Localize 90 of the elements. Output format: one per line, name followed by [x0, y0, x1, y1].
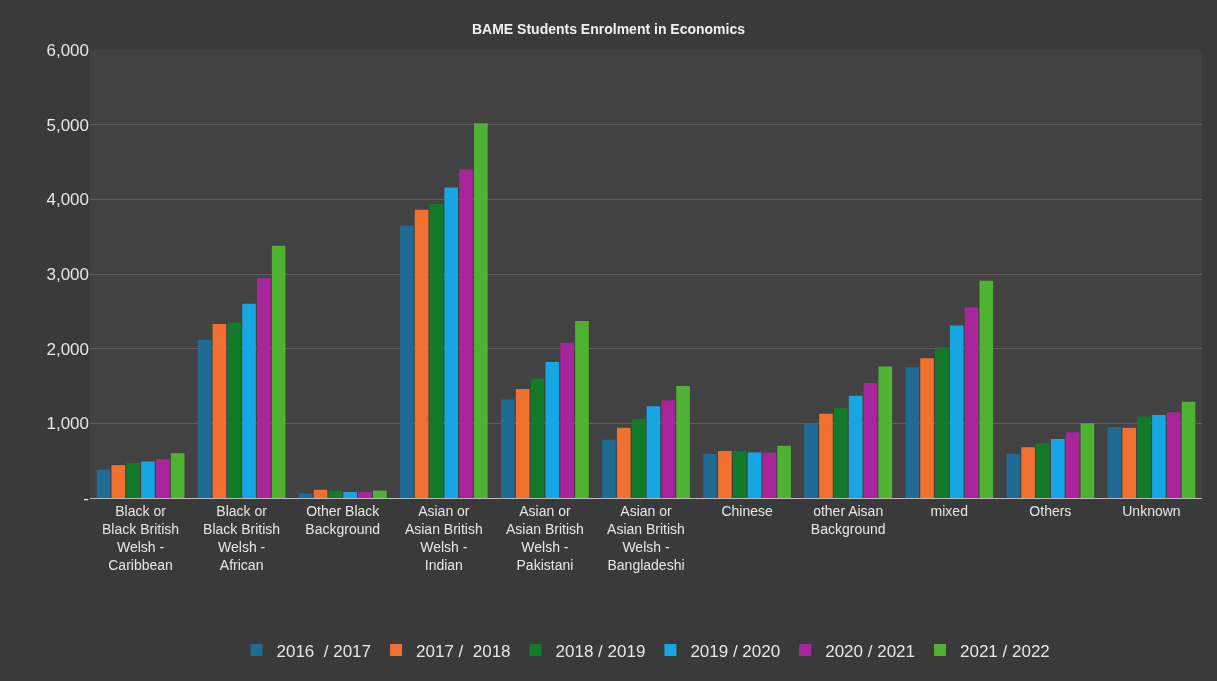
bar: [661, 400, 676, 498]
chart-title: BAME Students Enrolment in Economics: [471, 20, 746, 37]
bar: [227, 322, 242, 498]
bar: [271, 245, 286, 498]
bar: [819, 413, 833, 498]
bar: [530, 378, 545, 498]
legend-label: 2016 / 2017: [276, 641, 372, 661]
bar: [197, 339, 212, 498]
bar: [1107, 427, 1122, 498]
bar: [575, 321, 589, 498]
legend-label: 2018 / 2019: [555, 641, 646, 661]
bar: [155, 459, 170, 498]
bar: [212, 324, 227, 498]
x-tick-label: Black or Black British Welsh - Caribbean: [102, 502, 180, 574]
y-tick-label: 1,000: [46, 414, 89, 434]
bar: [474, 123, 488, 498]
bar: [459, 169, 473, 498]
bar: [676, 386, 690, 498]
bar: [242, 303, 256, 498]
bar: [964, 307, 979, 498]
bar: [1080, 423, 1095, 498]
x-tick-label: Other Black Background: [305, 502, 381, 537]
bar: [328, 490, 343, 498]
bar: [257, 277, 271, 498]
bar: [444, 187, 459, 498]
bar: [141, 461, 155, 498]
bar: [343, 492, 357, 498]
bar: [935, 347, 949, 498]
x-tick-label: Asian or Asian British Welsh - Pakistani: [506, 502, 584, 574]
bar: [372, 490, 387, 498]
bar: [1065, 432, 1080, 498]
bar: [545, 362, 560, 498]
legend-label: 2021 / 2022: [960, 641, 1050, 661]
bar: [646, 406, 661, 498]
y-tick-label: 6,000: [46, 40, 89, 60]
bar: [170, 453, 185, 498]
bar: [1021, 447, 1035, 498]
bar: [1122, 427, 1137, 498]
x-tick-label: Black or Black British Welsh - African: [203, 502, 281, 574]
bar: [515, 388, 530, 498]
bar: [560, 342, 574, 498]
bar: [1181, 401, 1196, 498]
bar: [414, 209, 429, 498]
bar: [1050, 439, 1065, 498]
bar: [126, 462, 140, 498]
x-tick-label: Asian or Asian British Welsh - Indian: [404, 502, 483, 574]
legend-label: 2019 / 2020: [690, 641, 781, 661]
bar: [1166, 412, 1181, 498]
bar: [949, 325, 964, 498]
y-tick-label: 5,000: [46, 115, 89, 135]
bar: [804, 423, 818, 498]
bar: [111, 465, 126, 498]
bar: [762, 452, 777, 498]
bar: [429, 203, 444, 498]
bar: [1036, 443, 1050, 498]
bar: [747, 452, 762, 498]
bar: [1006, 453, 1021, 498]
bar: [1152, 415, 1166, 498]
bar: [777, 445, 791, 498]
x-tick-label: Chinese: [721, 502, 773, 519]
bar: [313, 489, 328, 498]
bar: [631, 418, 646, 498]
x-tick-label: other Aisan Background: [810, 502, 886, 537]
bar: [833, 407, 848, 498]
bar: [732, 450, 747, 498]
legend-label: 2017 / 2018: [416, 641, 511, 661]
legend-label: 2020 / 2021: [825, 641, 915, 661]
bar: [399, 225, 414, 498]
bar: [905, 367, 920, 498]
y-tick-label: -: [83, 488, 89, 508]
bar: [602, 439, 616, 498]
x-tick-label: mixed: [930, 502, 968, 519]
x-tick-label: Asian or Asian British Welsh - Bangladeshi: [607, 502, 685, 574]
bar: [703, 453, 717, 498]
bar: [96, 469, 111, 498]
y-tick-label: 2,000: [46, 339, 89, 359]
bar: [718, 450, 732, 498]
bar: [501, 399, 515, 498]
y-tick-label: 4,000: [46, 190, 89, 210]
bar: [863, 383, 878, 498]
bar: [358, 492, 372, 498]
bar: [1137, 416, 1151, 498]
y-tick-label: 3,000: [46, 264, 89, 284]
x-tick-label: Others: [1029, 502, 1072, 519]
bar: [616, 427, 631, 498]
bar: [878, 366, 893, 498]
bar: [848, 395, 863, 498]
bar: [979, 280, 994, 498]
x-tick-label: Unknown: [1122, 502, 1181, 519]
bar: [920, 358, 934, 498]
